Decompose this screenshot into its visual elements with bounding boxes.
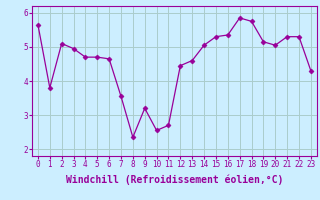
X-axis label: Windchill (Refroidissement éolien,°C): Windchill (Refroidissement éolien,°C) xyxy=(66,175,283,185)
